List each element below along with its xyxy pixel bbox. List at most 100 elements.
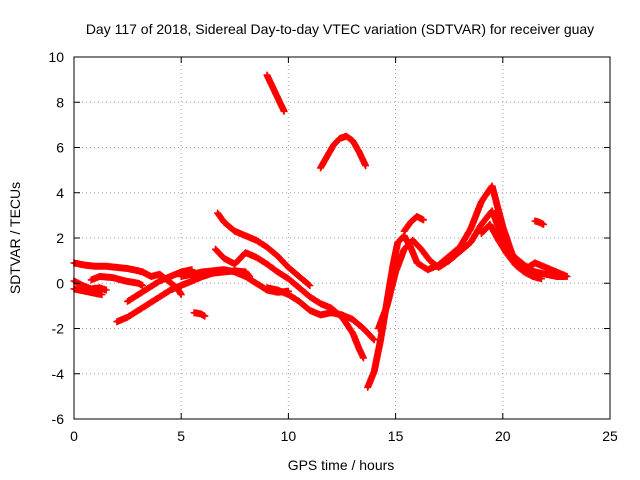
data-point xyxy=(190,268,194,271)
data-point xyxy=(180,284,183,287)
data-point xyxy=(81,284,84,287)
data-point xyxy=(514,263,517,267)
data-point xyxy=(89,278,93,282)
data-point xyxy=(287,293,290,296)
data-point xyxy=(126,267,129,270)
y-tick-label: 4 xyxy=(56,185,64,201)
data-point xyxy=(377,327,380,330)
y-tick-label: -2 xyxy=(52,321,65,337)
data-point xyxy=(255,239,258,242)
data-series-arc-18 xyxy=(477,220,545,283)
data-point xyxy=(409,220,412,224)
data-point xyxy=(345,134,348,138)
data-series-arc-9 xyxy=(190,309,209,320)
y-tick-label: 10 xyxy=(48,49,64,65)
data-point xyxy=(233,270,236,274)
data-point xyxy=(297,286,301,289)
data-point xyxy=(98,275,101,278)
data-point xyxy=(533,261,537,265)
data-point xyxy=(420,248,423,251)
data-point xyxy=(175,286,179,289)
data-point xyxy=(448,259,451,262)
data-point xyxy=(538,220,541,224)
x-tick-label: 25 xyxy=(602,428,618,444)
data-series-arc-17 xyxy=(400,213,427,235)
data-point xyxy=(180,293,183,296)
x-tick-label: 5 xyxy=(177,428,185,444)
data-point xyxy=(158,273,161,276)
data-point xyxy=(533,219,537,223)
data-point xyxy=(158,295,161,299)
data-point xyxy=(372,338,376,342)
data-series-arc-11 xyxy=(214,209,314,289)
data-point xyxy=(480,232,483,235)
data-point xyxy=(415,215,419,218)
data-point xyxy=(216,211,219,215)
data-point xyxy=(555,270,558,274)
data-point xyxy=(523,263,526,267)
data-point xyxy=(338,137,342,140)
series-markers xyxy=(190,309,209,320)
plot-area xyxy=(70,71,571,391)
data-point xyxy=(411,239,414,242)
data-point xyxy=(265,245,269,249)
data-point xyxy=(126,300,129,303)
data-point xyxy=(255,256,258,259)
data-point xyxy=(340,313,344,317)
data-point xyxy=(372,370,376,373)
data-point xyxy=(147,302,151,305)
data-point xyxy=(330,306,333,310)
y-tick-label: 2 xyxy=(56,230,64,246)
data-point xyxy=(126,315,129,319)
data-point xyxy=(540,277,543,280)
data-series-arc-12 xyxy=(263,284,378,344)
data-point xyxy=(512,254,515,258)
data-point xyxy=(265,73,269,77)
data-point xyxy=(480,200,483,203)
data-point xyxy=(357,150,361,154)
data-point xyxy=(287,277,290,280)
data-point xyxy=(297,275,301,278)
data-point xyxy=(190,279,194,283)
data-point xyxy=(104,288,108,292)
data-point xyxy=(83,263,86,267)
x-tick-label: 15 xyxy=(388,428,404,444)
data-series-arc-14 xyxy=(317,132,370,172)
data-point xyxy=(137,282,140,285)
data-point xyxy=(523,270,526,274)
y-tick-label: -6 xyxy=(52,411,65,427)
data-point xyxy=(265,262,269,266)
data-point xyxy=(222,257,226,260)
data-point xyxy=(149,275,153,278)
data-point xyxy=(212,269,215,273)
data-point xyxy=(490,209,494,213)
data-series-arc-4 xyxy=(87,273,147,289)
data-point xyxy=(167,279,170,283)
data-point xyxy=(201,270,204,274)
data-point xyxy=(222,220,226,224)
data-point xyxy=(233,262,236,266)
data-point xyxy=(201,275,204,278)
data-point xyxy=(415,261,419,265)
data-point xyxy=(319,302,322,305)
data-point xyxy=(308,309,312,312)
y-tick-label: -4 xyxy=(52,366,65,382)
y-tick-label: 8 xyxy=(56,94,64,110)
data-point xyxy=(394,270,397,274)
data-point xyxy=(330,311,333,314)
data-point xyxy=(104,265,108,268)
data-point xyxy=(458,250,462,253)
data-point xyxy=(469,241,472,244)
data-point xyxy=(490,184,494,188)
series-markers xyxy=(317,132,370,172)
data-point xyxy=(115,266,119,269)
data-point xyxy=(94,265,97,268)
data-point xyxy=(222,268,226,271)
series-markers xyxy=(70,259,147,276)
data-point xyxy=(141,270,144,274)
y-axis: -6 -4 -2 0 2 4 6 8 10 xyxy=(48,49,610,427)
data-point xyxy=(544,273,547,276)
data-point xyxy=(366,386,369,389)
data-point xyxy=(428,259,432,262)
